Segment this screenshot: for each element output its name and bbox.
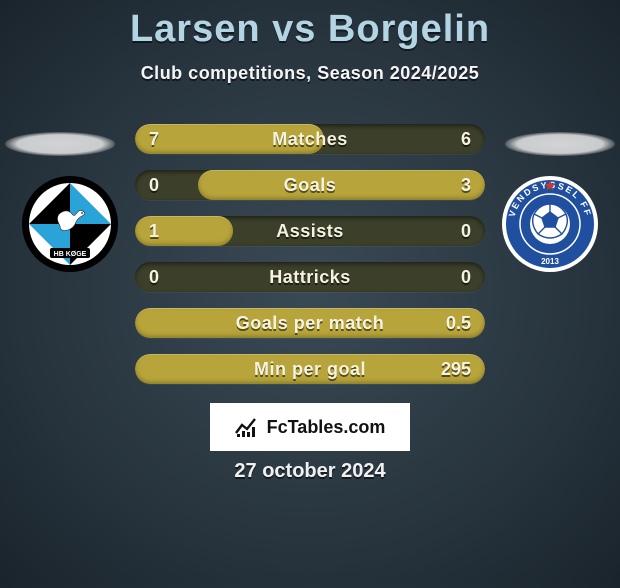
stat-bars: Matches76Goals03Assists10Hattricks00Goal… [135,124,485,400]
club-crest-left: HB KØGE [20,174,120,274]
player-shadow-left [5,132,115,156]
date-text: 27 october 2024 [0,460,620,483]
svg-text:HB KØGE: HB KØGE [54,251,87,258]
watermark-icon [235,416,261,438]
page-title: Larsen vs Borgelin [0,8,620,51]
stat-bar-fill [135,354,485,384]
stat-bar: Hattricks0 0 [135,262,485,292]
club-crest-right-svg: VENDSYSSEL FF 2013 [500,174,600,274]
stat-bar: Min per goal295 [135,354,485,384]
stat-bar-value-left: 0 [149,170,159,200]
stat-bar-value-right: 0 [461,216,471,246]
crest-right-year: 2013 [541,257,559,266]
player-shadow-right [505,132,615,156]
stat-bar: Assists10 [135,216,485,246]
page-subtitle: Club competitions, Season 2024/2025 [0,63,620,84]
stat-bar-label: Hattricks [135,262,485,292]
watermark-text: FcTables.com [267,417,386,438]
stat-bar-fill [135,216,233,246]
stat-bar: Matches76 [135,124,485,154]
stat-bar-value-right: 0 [461,262,471,292]
stat-bar-value-right: 6 [461,124,471,154]
stat-bar-fill [135,124,324,154]
stat-bar-fill [135,308,485,338]
watermark: FcTables.com [210,403,410,451]
club-crest-right: VENDSYSSEL FF 2013 [500,174,600,274]
stat-bar-fill [198,170,485,200]
stat-bar-value-left: 0 [149,262,159,292]
club-crest-left-svg: HB KØGE [20,174,120,274]
stat-bar: Goals03 [135,170,485,200]
stat-bar: Goals per match0.5 [135,308,485,338]
